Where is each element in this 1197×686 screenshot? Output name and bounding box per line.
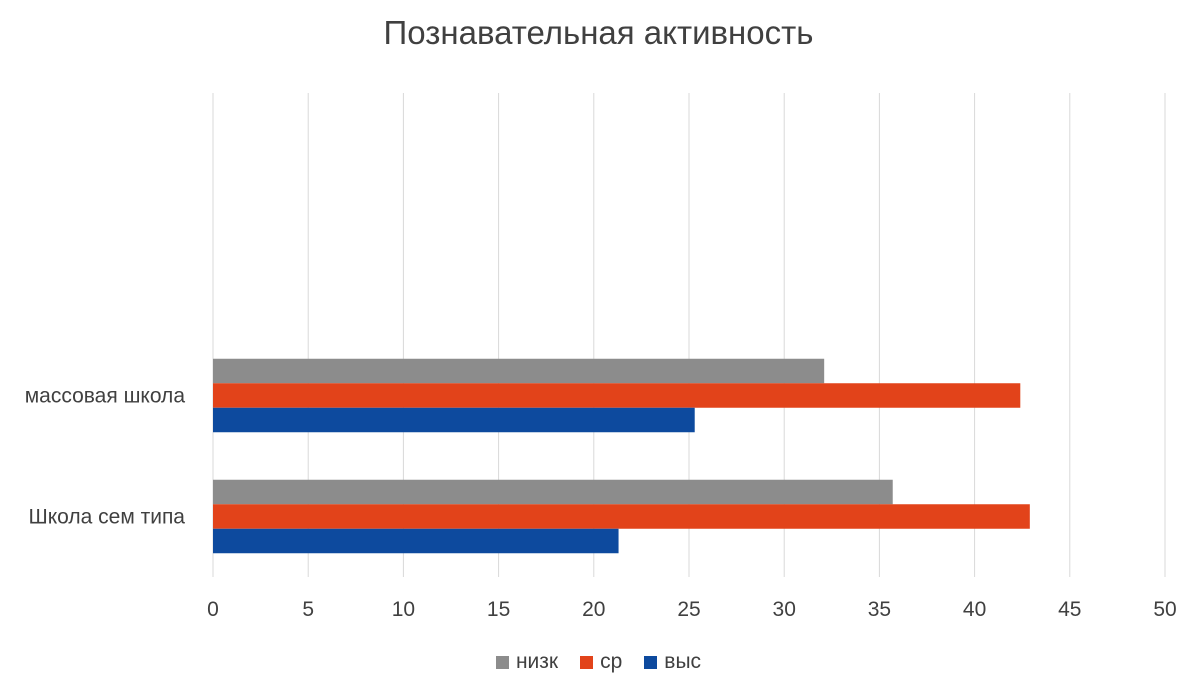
legend-swatch — [580, 655, 594, 669]
bar-низк — [213, 358, 825, 384]
bar-ср — [213, 504, 1030, 529]
legend-swatch — [644, 655, 658, 669]
legend-label: выс — [664, 650, 702, 673]
category-label: Школа сем типа — [28, 506, 185, 529]
bar-выс — [213, 407, 695, 433]
legend-item: ср — [580, 650, 622, 674]
x-axis-ticks: 0 5 10 15 20 25 30 35 40 45 50 — [207, 598, 1177, 621]
legend-label: низк — [515, 650, 559, 673]
bars — [213, 358, 1030, 554]
legend-swatch — [495, 655, 509, 669]
bar-выс — [213, 528, 619, 554]
x-tick-label: 30 — [773, 598, 796, 621]
x-tick-label: 40 — [963, 598, 986, 621]
x-tick-label: 35 — [868, 598, 891, 621]
legend: низк ср выс — [0, 650, 1197, 674]
category-labels: массовая школа Школа сем типа — [25, 385, 186, 529]
bar-ср — [213, 383, 1021, 408]
x-tick-label: 20 — [582, 598, 605, 621]
x-tick-label: 50 — [1153, 598, 1176, 621]
x-tick-label: 5 — [302, 598, 314, 621]
category-label: массовая школа — [25, 385, 186, 408]
bar-низк — [213, 479, 893, 505]
x-tick-label: 10 — [392, 598, 415, 621]
x-tick-label: 45 — [1058, 598, 1081, 621]
gridlines — [212, 93, 1166, 577]
legend-item: низк — [495, 650, 559, 674]
legend-label: ср — [600, 650, 623, 673]
x-tick-label: 25 — [677, 598, 700, 621]
x-tick-label: 15 — [487, 598, 510, 621]
chart-title: Познавательная активность — [383, 14, 814, 51]
legend-item: выс — [644, 650, 701, 674]
x-tick-label: 0 — [207, 598, 219, 621]
